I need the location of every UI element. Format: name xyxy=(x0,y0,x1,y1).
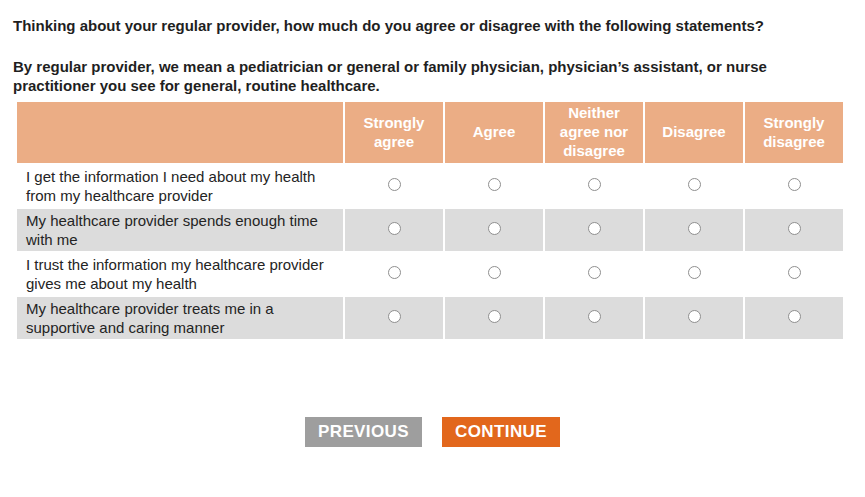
radio-r0-disagree[interactable] xyxy=(688,178,701,191)
row-label: I trust the information my healthcare pr… xyxy=(17,253,343,295)
radio-r3-neither[interactable] xyxy=(588,310,601,323)
column-header-agree: Agree xyxy=(445,102,543,163)
column-header-disagree: Disagree xyxy=(645,102,743,163)
radio-r2-disagree[interactable] xyxy=(688,266,701,279)
column-header-strongly-disagree: Strongly disagree xyxy=(745,102,843,163)
question-title: Thinking about your regular provider, ho… xyxy=(13,16,855,35)
row-label: My healthcare provider spends enough tim… xyxy=(17,209,343,251)
question-subtitle: By regular provider, we mean a pediatric… xyxy=(13,57,851,95)
table-row: I trust the information my healthcare pr… xyxy=(17,253,843,295)
table-row: My healthcare provider spends enough tim… xyxy=(17,209,843,251)
row-label: My healthcare provider treats me in a su… xyxy=(17,297,343,339)
radio-r1-strongly-agree[interactable] xyxy=(388,222,401,235)
previous-button[interactable]: PREVIOUS xyxy=(305,417,422,447)
table-row: I get the information I need about my he… xyxy=(17,165,843,207)
radio-r3-strongly-agree[interactable] xyxy=(388,310,401,323)
radio-r3-agree[interactable] xyxy=(488,310,501,323)
nav-buttons: PREVIOUS CONTINUE xyxy=(0,417,865,447)
column-header-neither: Neither agree nor disagree xyxy=(545,102,643,163)
radio-r2-strongly-agree[interactable] xyxy=(388,266,401,279)
header-row: Strongly agree Agree Neither agree nor d… xyxy=(17,102,843,163)
radio-r2-strongly-disagree[interactable] xyxy=(788,266,801,279)
matrix-table: Strongly agree Agree Neither agree nor d… xyxy=(15,100,845,341)
radio-r3-strongly-disagree[interactable] xyxy=(788,310,801,323)
column-header-strongly-agree: Strongly agree xyxy=(345,102,443,163)
radio-r0-strongly-disagree[interactable] xyxy=(788,178,801,191)
radio-r2-agree[interactable] xyxy=(488,266,501,279)
survey-page: Thinking about your regular provider, ho… xyxy=(0,0,865,497)
table-row: My healthcare provider treats me in a su… xyxy=(17,297,843,339)
radio-r1-agree[interactable] xyxy=(488,222,501,235)
radio-r1-disagree[interactable] xyxy=(688,222,701,235)
radio-r0-agree[interactable] xyxy=(488,178,501,191)
radio-r0-strongly-agree[interactable] xyxy=(388,178,401,191)
radio-r0-neither[interactable] xyxy=(588,178,601,191)
header-corner-cell xyxy=(17,102,343,163)
row-label: I get the information I need about my he… xyxy=(17,165,343,207)
radio-r1-strongly-disagree[interactable] xyxy=(788,222,801,235)
continue-button[interactable]: CONTINUE xyxy=(442,417,560,447)
radio-r3-disagree[interactable] xyxy=(688,310,701,323)
radio-r1-neither[interactable] xyxy=(588,222,601,235)
radio-r2-neither[interactable] xyxy=(588,266,601,279)
